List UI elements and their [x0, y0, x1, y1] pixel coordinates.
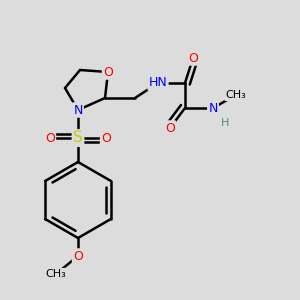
- Text: O: O: [73, 250, 83, 262]
- Text: N: N: [73, 103, 83, 116]
- Text: N: N: [208, 101, 218, 115]
- Text: HN: HN: [148, 76, 167, 89]
- Text: CH₃: CH₃: [46, 269, 66, 279]
- Text: O: O: [101, 131, 111, 145]
- Text: O: O: [45, 131, 55, 145]
- Text: O: O: [165, 122, 175, 134]
- Text: S: S: [73, 130, 83, 146]
- Text: CH₃: CH₃: [226, 90, 246, 100]
- Text: H: H: [221, 118, 230, 128]
- Text: O: O: [103, 65, 113, 79]
- Text: O: O: [188, 52, 198, 64]
